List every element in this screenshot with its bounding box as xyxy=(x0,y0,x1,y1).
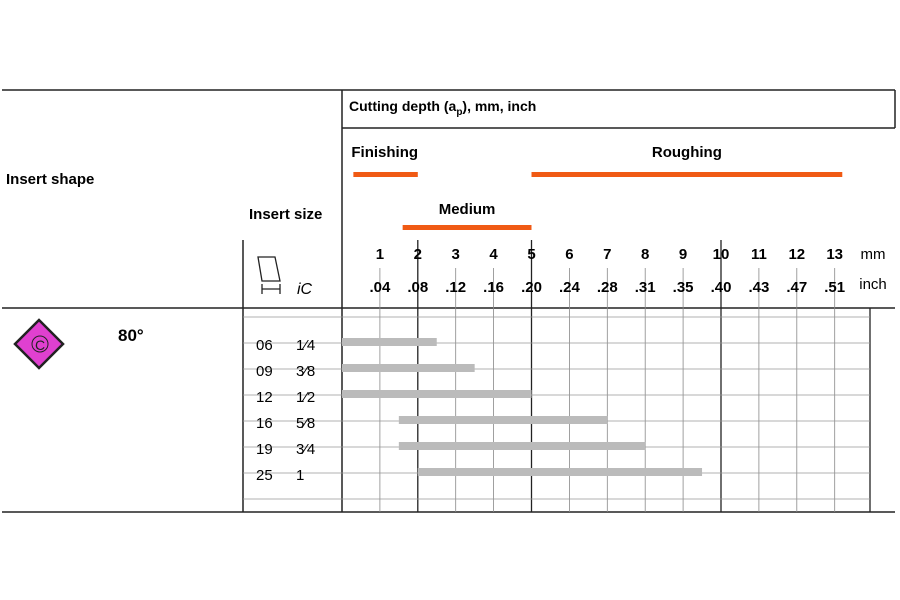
tick-label-inch: .28 xyxy=(597,279,618,296)
insert-shape-c-icon: C xyxy=(13,318,65,370)
tick-label-inch: .31 xyxy=(635,279,656,296)
depth-bar xyxy=(398,442,646,450)
size-label-inch: 1⁄2 xyxy=(296,389,315,406)
cutting-depth-header: Cutting depth (ap), mm, inch xyxy=(349,98,536,118)
tick-label-inch: .04 xyxy=(369,279,391,296)
shape-angle: 80° xyxy=(118,326,144,345)
tick-label-inch: .35 xyxy=(673,279,694,296)
unit-label-inch: inch xyxy=(859,276,887,293)
tick-label-mm: 4 xyxy=(489,246,498,263)
tick-label-mm: 7 xyxy=(603,246,611,263)
tick-label-mm: 11 xyxy=(751,246,767,263)
tick-label-mm: 9 xyxy=(679,246,687,263)
size-label-mm: 19 xyxy=(256,441,273,458)
tick-label-inch: .24 xyxy=(559,279,581,296)
range-label-medium: Medium xyxy=(439,201,496,218)
size-label-inch: 5⁄8 xyxy=(296,415,315,432)
size-label-inch: 3⁄8 xyxy=(296,363,315,380)
tick-label-mm: 3 xyxy=(452,246,460,263)
tick-label-mm: 6 xyxy=(565,246,573,263)
range-label-finishing: Finishing xyxy=(351,144,418,161)
size-label-inch: 1 xyxy=(296,467,304,484)
size-label-mm: 16 xyxy=(256,415,273,432)
size-label-mm: 09 xyxy=(256,363,273,380)
depth-bar xyxy=(398,416,608,424)
tick-label-inch: .20 xyxy=(521,279,542,296)
tick-label-mm: 13 xyxy=(826,246,843,263)
depth-bar xyxy=(342,364,475,372)
range-label-roughing: Roughing xyxy=(652,144,722,161)
shape-letter: C xyxy=(35,337,45,353)
tick-label-inch: .43 xyxy=(748,279,769,296)
depth-ranges: Finishing Roughing Medium xyxy=(351,144,843,230)
tick-label-mm: 1 xyxy=(376,246,384,263)
size-label-inch: 3⁄4 xyxy=(296,441,315,458)
insert-size-rows: 06 1⁄4 09 3⁄8 12 1⁄2 16 5⁄8 19 3⁄4 25 1 xyxy=(256,337,315,484)
ic-label: iC xyxy=(297,281,313,298)
x-axis-ticks: 1 2 3 4 5 6 7 8 9 10 11 12 13.04.08.12.16.20.24.28.3… xyxy=(369,246,886,296)
depth-bar xyxy=(417,468,703,476)
range-bar-finishing xyxy=(353,172,418,177)
insert-size-ic-icon xyxy=(257,256,281,294)
depth-bars xyxy=(342,338,703,476)
tick-label-inch: .12 xyxy=(445,279,466,296)
tick-label-inch: .40 xyxy=(711,279,732,296)
unit-label-mm: mm xyxy=(861,246,886,263)
size-label-mm: 25 xyxy=(256,467,273,484)
insert-shape-label: Insert shape xyxy=(6,171,94,188)
tick-label-mm: 2 xyxy=(414,246,422,263)
tick-label-inch: .16 xyxy=(483,279,504,296)
tick-label-mm: 10 xyxy=(713,246,730,263)
size-label-inch: 1⁄4 xyxy=(296,337,315,354)
tick-label-mm: 5 xyxy=(527,246,535,263)
size-label-mm: 12 xyxy=(256,389,273,406)
tick-label-inch: .08 xyxy=(407,279,428,296)
range-bar-roughing xyxy=(531,172,843,177)
tick-label-mm: 8 xyxy=(641,246,649,263)
insert-size-label: Insert size xyxy=(249,206,322,223)
tick-label-inch: .47 xyxy=(786,279,807,296)
depth-bar xyxy=(342,338,437,346)
size-label-mm: 06 xyxy=(256,337,273,354)
range-bar-medium xyxy=(402,225,532,230)
tick-label-inch: .51 xyxy=(824,279,845,296)
table-frame xyxy=(2,89,896,513)
tick-label-mm: 12 xyxy=(788,246,805,263)
depth-bar xyxy=(342,390,532,398)
